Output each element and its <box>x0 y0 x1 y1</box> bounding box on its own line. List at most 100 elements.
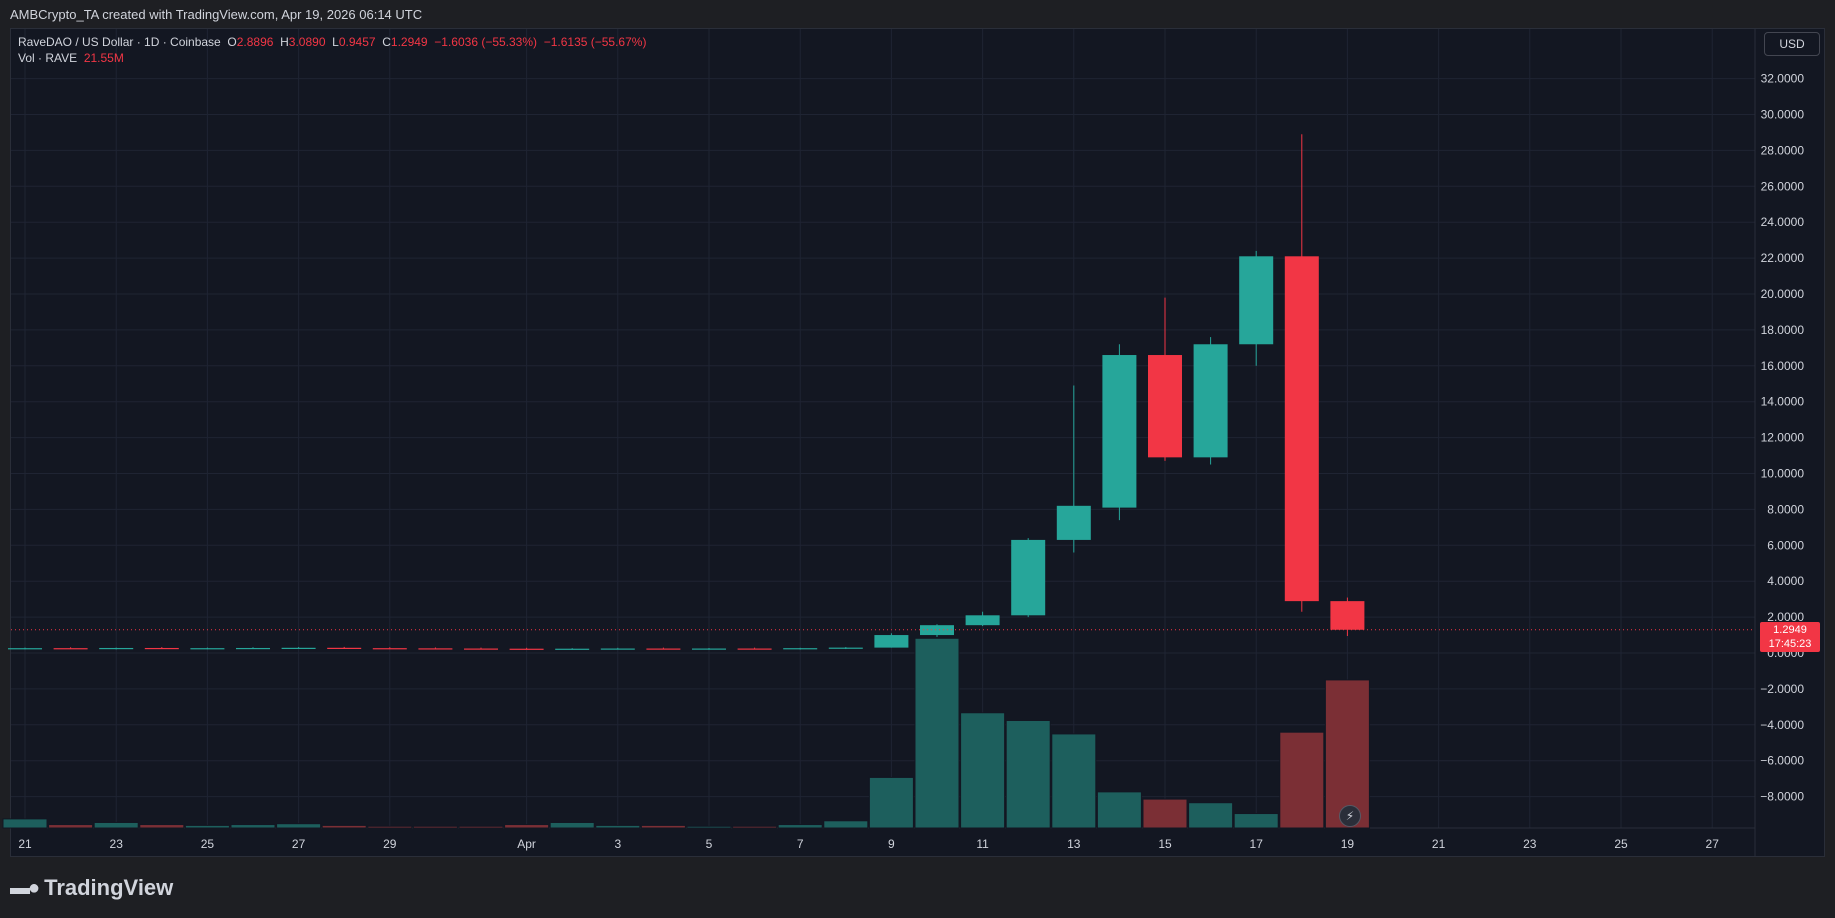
y-tick-label: 16.0000 <box>1761 359 1805 373</box>
chart-caption: AMBCrypto_TA created with TradingView.co… <box>0 0 1835 28</box>
brand-name: TradingView <box>44 875 174 900</box>
x-tick-label: 9 <box>888 837 895 851</box>
volume-bar <box>640 824 686 829</box>
volume-label[interactable]: Vol · RAVE <box>18 51 78 65</box>
x-tick-label: 3 <box>614 837 621 851</box>
volume-bar <box>321 824 367 829</box>
x-tick-label: 11 <box>976 837 989 851</box>
close-value: 1.2949 <box>390 35 428 49</box>
candle-body <box>828 647 863 649</box>
y-tick-label: 32.0000 <box>1761 72 1805 86</box>
y-tick-label: 30.0000 <box>1761 108 1805 122</box>
y-tick-label: 20.0000 <box>1761 287 1805 301</box>
x-tick-label: 5 <box>706 837 713 851</box>
volume-bar <box>1324 679 1370 829</box>
candle-body <box>1330 601 1365 630</box>
volume-bar <box>732 825 778 829</box>
volume-bar <box>1279 731 1325 829</box>
symbol-title[interactable]: RaveDAO / US Dollar · 1D · Coinbase <box>18 35 221 49</box>
x-tick-label: Apr <box>517 837 536 851</box>
high-label: H <box>280 35 289 49</box>
low-value: 0.9457 <box>338 35 376 49</box>
candle-body <box>509 648 544 650</box>
last-price: 1.2949 <box>1773 624 1807 636</box>
candle-body <box>190 648 225 650</box>
volume-bar <box>823 820 869 829</box>
volume-bar <box>93 821 139 829</box>
y-tick-label: 14.0000 <box>1761 395 1805 409</box>
volume-bar <box>458 825 504 829</box>
candle-body <box>144 647 179 650</box>
volume-line: Vol · RAVE 21.55M <box>18 50 646 66</box>
tradingview-branding: ▬● TradingView <box>10 868 173 908</box>
volume-bar <box>914 637 960 829</box>
candle-body <box>464 648 498 650</box>
candle-body <box>281 647 316 649</box>
volume-bar <box>868 776 914 829</box>
volume-bar <box>1142 798 1188 829</box>
close-label: C <box>382 35 391 49</box>
y-tick-label: 6.0000 <box>1767 538 1804 552</box>
y-tick-label: −2.0000 <box>1760 682 1804 696</box>
y-tick-label: −8.0000 <box>1760 790 1804 804</box>
candle-body <box>783 648 818 650</box>
y-tick-label: −6.0000 <box>1760 754 1804 768</box>
volume-bar <box>276 823 322 829</box>
candle-body <box>372 648 407 650</box>
x-tick-label: 25 <box>201 837 215 851</box>
y-tick-label: 28.0000 <box>1761 143 1805 157</box>
open-label: O <box>227 35 237 49</box>
bar-countdown: 17:45:23 <box>1768 638 1812 650</box>
y-tick-label: 4.0000 <box>1767 574 1804 588</box>
volume-bar <box>777 824 823 829</box>
volume-bar <box>1005 720 1051 829</box>
candle-body <box>8 648 42 650</box>
candle-body <box>737 648 772 650</box>
candle-body <box>53 648 88 650</box>
candle-body <box>646 648 681 650</box>
x-tick-label: 19 <box>1341 837 1355 851</box>
x-tick-label: 27 <box>1706 837 1720 851</box>
low-label: L <box>332 35 339 49</box>
candle-body <box>692 648 726 650</box>
volume-bar <box>686 825 732 829</box>
high-value: 3.0890 <box>288 35 326 49</box>
candle-body <box>1193 344 1228 458</box>
currency-button[interactable]: USD <box>1764 32 1820 56</box>
y-tick-label: 24.0000 <box>1761 215 1805 229</box>
volume-bar <box>1096 791 1142 829</box>
change-value-2: −1.6135 (−55.67%) <box>543 35 647 49</box>
volume-bar <box>2 818 48 829</box>
x-tick-label: 29 <box>383 837 397 851</box>
x-tick-label: 17 <box>1250 837 1264 851</box>
candle-body <box>1239 256 1274 345</box>
volume-bar <box>412 825 458 829</box>
candle-body <box>327 647 362 649</box>
caption-text: AMBCrypto_TA created with TradingView.co… <box>10 6 423 22</box>
x-tick-label: 7 <box>797 837 804 851</box>
volume-bar <box>367 825 413 829</box>
ohlc-line: RaveDAO / US Dollar · 1D · Coinbase O2.8… <box>18 34 646 50</box>
candle-body <box>1011 539 1046 616</box>
y-tick-label: 8.0000 <box>1767 502 1804 516</box>
y-tick-label: 12.0000 <box>1761 431 1805 445</box>
volume-bar <box>1233 813 1279 829</box>
x-tick-label: 25 <box>1614 837 1628 851</box>
x-tick-label: 21 <box>18 837 32 851</box>
volume-bar <box>549 821 595 829</box>
chart-legend: RaveDAO / US Dollar · 1D · Coinbase O2.8… <box>18 34 646 66</box>
x-tick-label: 27 <box>292 837 306 851</box>
volume-bar <box>960 712 1006 829</box>
volume-bar <box>504 824 550 829</box>
volume-value: 21.55M <box>83 51 124 65</box>
y-tick-label: 2.0000 <box>1767 610 1804 624</box>
candle-body <box>99 647 134 650</box>
last-price-tag: 1.2949 17:45:23 <box>1760 622 1820 652</box>
change-value: −1.6036 (−55.33%) <box>434 35 538 49</box>
lightning-icon[interactable]: ⚡ <box>1339 805 1361 827</box>
candle-body <box>555 648 590 650</box>
volume-bar <box>1188 802 1234 829</box>
y-tick-label: 26.0000 <box>1761 179 1805 193</box>
volume-bar <box>139 824 185 829</box>
